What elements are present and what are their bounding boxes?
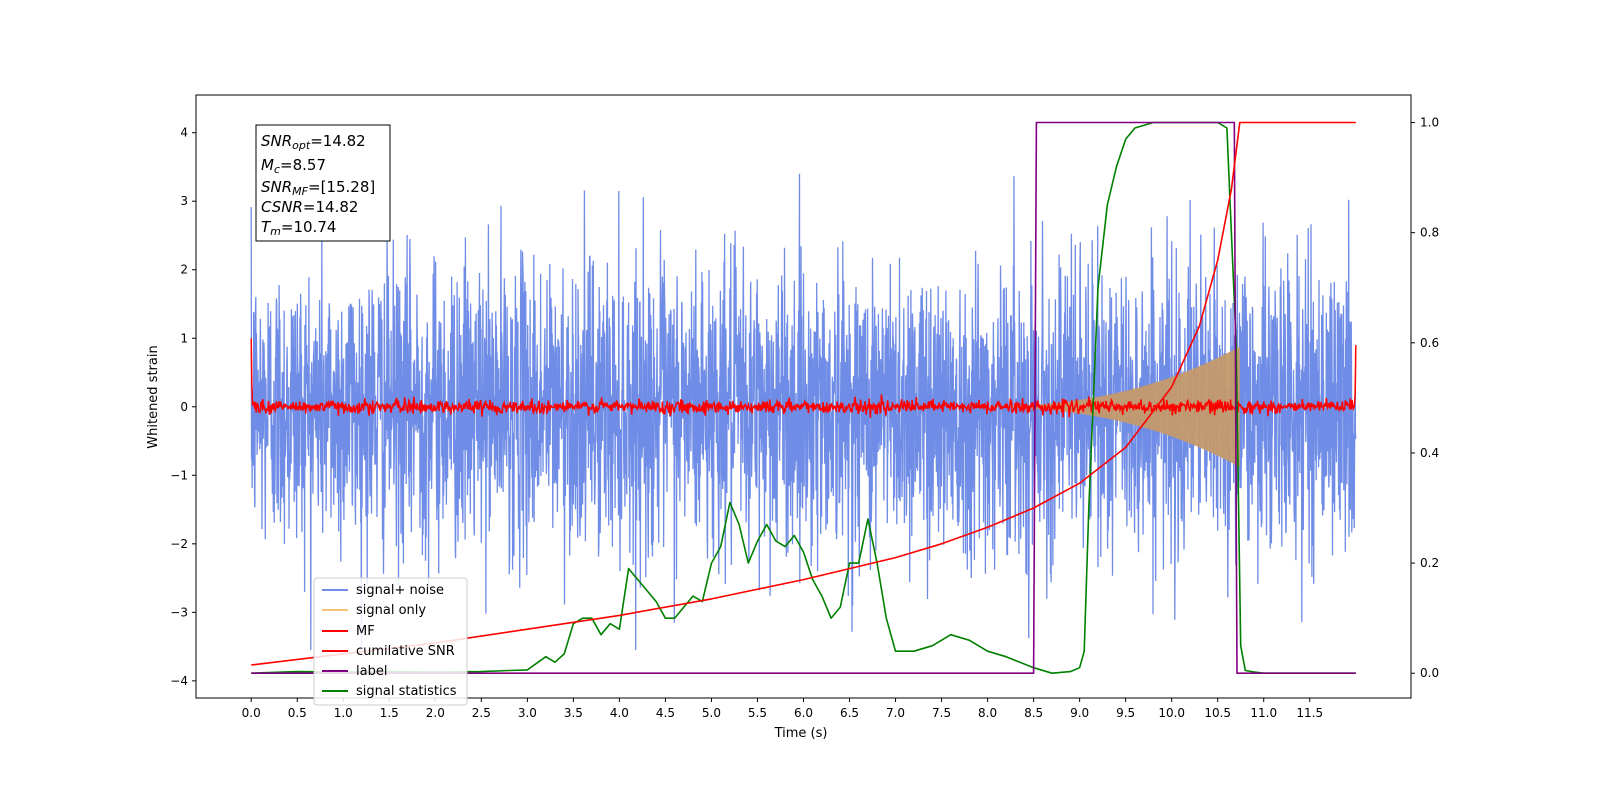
x-axis-label: Time (s) xyxy=(774,726,828,741)
y-axis-right: 1.0 0.8 0.6 0.4 0.2 0.0 xyxy=(1411,116,1439,680)
x-tick-label: 3.5 xyxy=(564,706,583,720)
y2-tick-label: 0.8 xyxy=(1420,226,1439,240)
x-tick-label: 8.0 xyxy=(978,706,997,720)
y-tick-label: 2 xyxy=(180,263,188,277)
x-tick-label: 1.5 xyxy=(380,706,399,720)
series-mf xyxy=(250,338,1357,418)
y-tick-label: 1 xyxy=(180,331,188,345)
legend: signal+ noise signal only MF cumilative … xyxy=(313,577,468,706)
legend-frame xyxy=(313,577,468,706)
x-tick-label: 7.5 xyxy=(932,706,951,720)
x-tick-label: 2.0 xyxy=(426,706,445,720)
legend-label-mf: MF xyxy=(356,624,375,639)
legend-label-signal-statistics: signal statistics xyxy=(356,684,457,699)
plot-area xyxy=(250,121,1357,674)
x-tick-label: 10.5 xyxy=(1204,706,1231,720)
annotation-csnr: CSNR=14.82 xyxy=(261,198,358,216)
series-signal-statistics xyxy=(251,121,1356,674)
annotation-snr-opt: SNRopt=14.82 xyxy=(261,132,366,152)
x-tick-label: 11.5 xyxy=(1296,706,1323,720)
y-tick-label: −2 xyxy=(170,537,188,551)
y2-tick-label: 0.0 xyxy=(1420,666,1439,680)
x-tick-label: 9.5 xyxy=(1116,706,1135,720)
annotation-snr-mf: SNRMF=[15.28] xyxy=(261,178,375,198)
legend-label-cumulative-snr: cumilative SNR xyxy=(356,644,455,659)
y-axis-label: Whitened strain xyxy=(146,345,161,448)
x-tick-label: 6.5 xyxy=(840,706,859,720)
x-tick-label: 3.0 xyxy=(518,706,537,720)
y2-tick-label: 1.0 xyxy=(1420,116,1439,130)
x-tick-label: 0.0 xyxy=(242,706,261,720)
x-tick-label: 1.0 xyxy=(334,706,353,720)
x-tick-label: 5.5 xyxy=(748,706,767,720)
y-tick-label: 3 xyxy=(180,194,188,208)
x-tick-label: 5.0 xyxy=(702,706,721,720)
legend-label-signal-noise: signal+ noise xyxy=(356,583,444,598)
legend-label-label: label xyxy=(356,664,387,679)
x-tick-label: 10.0 xyxy=(1158,706,1185,720)
x-tick-label: 9.0 xyxy=(1070,706,1089,720)
y-tick-label: 0 xyxy=(180,400,188,414)
annotation-frame xyxy=(255,124,391,242)
y2-tick-label: 0.2 xyxy=(1420,556,1439,570)
y-tick-label: −1 xyxy=(170,468,188,482)
y-tick-label: −4 xyxy=(170,674,188,688)
x-tick-label: 6.0 xyxy=(794,706,813,720)
y-tick-label: 4 xyxy=(180,126,188,140)
series-cumulative-snr xyxy=(251,121,1356,666)
y-tick-label: −3 xyxy=(170,605,188,619)
y2-tick-label: 0.6 xyxy=(1420,336,1439,350)
x-tick-label: 7.0 xyxy=(886,706,905,720)
x-tick-label: 4.5 xyxy=(656,706,675,720)
x-tick-label: 4.0 xyxy=(610,706,629,720)
x-tick-label: 8.5 xyxy=(1024,706,1043,720)
y2-tick-label: 0.4 xyxy=(1420,446,1439,460)
legend-label-signal-only: signal only xyxy=(356,603,426,618)
y-axis-left: 4 3 2 1 0 −1 −2 −3 −4 xyxy=(170,126,196,688)
x-tick-label: 2.5 xyxy=(472,706,491,720)
x-tick-label: 11.0 xyxy=(1250,706,1277,720)
x-axis: 0.0 0.5 1.0 1.5 2.0 2.5 3.0 3.5 4.0 4.5 5.0 5.5 6.0 6… xyxy=(242,698,1323,720)
x-tick-label: 0.5 xyxy=(288,706,307,720)
annotation-box: SNRopt=14.82 Mc=8.57 SNRMF=[15.28] CSNR=… xyxy=(255,124,391,242)
annotation-mc: Mc=8.57 xyxy=(261,156,326,176)
series-label xyxy=(251,121,1356,674)
series-signal-noise xyxy=(250,173,1357,651)
annotation-tm: Tm=10.74 xyxy=(261,218,336,238)
